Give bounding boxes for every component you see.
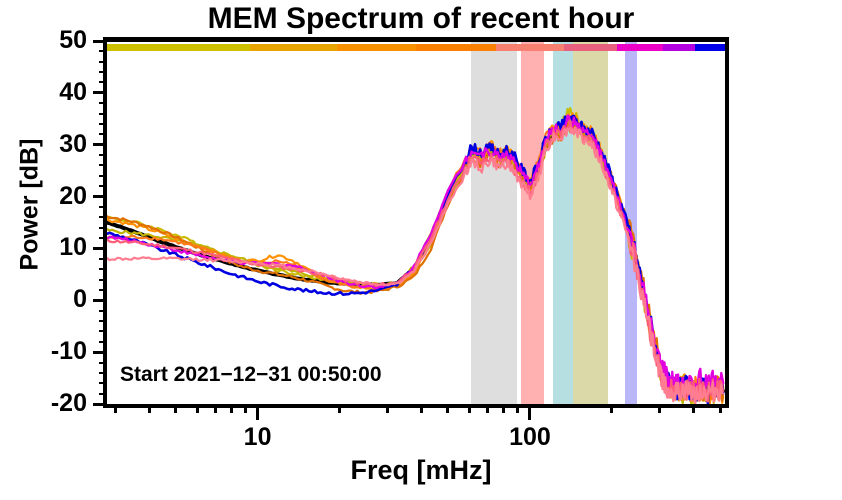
y-tick-minor [99,371,107,374]
cbar-orange [336,44,417,51]
x-tick-minor [213,404,217,413]
x-tick-label: 100 [509,423,551,451]
y-tick-minor [99,288,107,291]
y-tick-minor [99,112,107,115]
y-tick-label: 40 [59,77,87,106]
plot-area [107,41,725,404]
x-tick-minor [113,404,117,413]
cbar-yellow [107,44,252,51]
y-tick-label: -10 [50,337,87,366]
cbar-orange-deep [416,44,498,51]
trace-orange-2 [107,122,725,403]
y-tick-label: 20 [59,181,87,210]
trace-magenta [107,114,725,398]
cbar-blue [695,44,726,51]
cbar-violet [663,44,697,51]
y-tick-label: 50 [59,26,87,54]
y-tick-minor [99,205,107,208]
band-gray [471,41,518,404]
x-tick-minor [486,404,490,413]
x-tick-minor [338,404,342,413]
x-tick-minor [147,404,151,413]
y-tick-minor [99,122,107,125]
y-tick-minor [99,60,107,63]
y-tick-label: 0 [73,285,87,314]
y-tick-major [93,350,107,354]
y-tick-minor [99,164,107,167]
y-tick-minor [99,278,107,281]
x-tick-minor [229,404,233,413]
x-tick-major [528,404,532,420]
y-tick-major [93,91,107,95]
y-tick-minor [99,268,107,271]
y-tick-major [93,298,107,302]
chart-title: MEM Spectrum of recent hour [207,2,635,35]
y-tick-minor [99,50,107,53]
cbar-magenta [616,44,664,51]
y-tick-minor [99,71,107,74]
x-tick-minor [718,404,722,413]
x-tick-minor [243,404,247,413]
x-tick-minor [174,404,178,413]
axis-frame-left [103,41,107,408]
band-pink [521,41,545,404]
y-tick-minor [99,392,107,395]
y-tick-major [93,195,107,199]
y-tick-minor [99,174,107,177]
trace-olive-2 [107,120,725,404]
axis-frame-top [103,37,729,42]
x-tick-minor [516,404,519,413]
y-tick-minor [99,382,107,385]
x-tick-minor [195,404,199,413]
x-tick-major [256,404,260,420]
y-tick-minor [99,102,107,105]
cbar-salmon [496,44,566,51]
start-time-annotation: Start 2021−12−31 00:50:00 [120,363,382,386]
cbar-gold [250,44,338,51]
y-tick-minor [99,185,107,188]
trace-blue [107,114,725,404]
y-tick-minor [99,216,107,219]
y-tick-minor [99,81,107,84]
y-tick-minor [99,133,107,136]
x-tick-minor [610,404,614,413]
y-tick-major [93,143,107,147]
y-tick-minor [99,330,107,333]
y-tick-label: 10 [59,233,87,262]
y-tick-minor [99,237,107,240]
band-khaki [573,41,609,404]
y-tick-label: 30 [59,129,87,158]
y-tick-major [93,246,107,250]
y-tick-major [93,402,107,406]
x-tick-label: 10 [243,423,272,451]
x-tick-minor [502,404,506,413]
x-tick-minor [420,404,424,413]
x-tick-minor [446,404,450,413]
axis-frame-bottom [103,404,729,408]
y-tick-minor [99,361,107,364]
x-tick-minor [658,404,662,413]
axis-frame-right [725,41,729,408]
y-tick-label: -20 [50,389,87,417]
x-tick-minor [692,404,696,413]
trace-pink-2 [107,126,725,404]
y-tick-major [93,39,107,43]
y-tick-minor [99,226,107,229]
y-tick-minor [99,154,107,157]
x-tick-minor [386,404,390,413]
y-tick-minor [99,309,107,312]
y-tick-minor [99,320,107,323]
cbar-rose [564,44,618,51]
spectrum-traces [107,106,725,404]
y-tick-minor [99,257,107,260]
x-axis-label: Freq [mHz] [350,455,492,485]
y-tick-minor [99,340,107,343]
x-tick-minor [468,404,472,413]
